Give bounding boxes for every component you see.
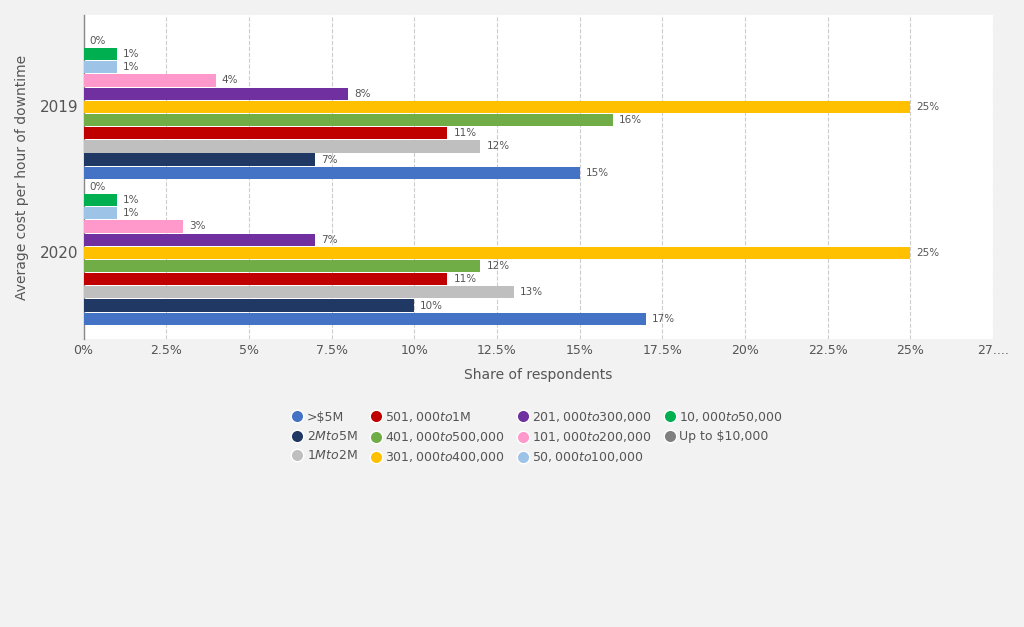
Text: 16%: 16% bbox=[618, 115, 642, 125]
Bar bbox=[84, 154, 315, 166]
Bar bbox=[84, 194, 117, 206]
Text: 1%: 1% bbox=[123, 49, 139, 59]
Text: 15%: 15% bbox=[586, 168, 608, 178]
Text: 1%: 1% bbox=[123, 208, 139, 218]
Bar bbox=[84, 273, 447, 285]
Bar bbox=[84, 75, 216, 87]
Bar bbox=[84, 313, 646, 325]
Text: 0%: 0% bbox=[89, 182, 105, 192]
Bar bbox=[84, 246, 910, 259]
Text: 17%: 17% bbox=[651, 314, 675, 324]
Bar bbox=[84, 101, 910, 113]
Text: 25%: 25% bbox=[916, 248, 939, 258]
Text: 13%: 13% bbox=[519, 287, 543, 297]
Text: 3%: 3% bbox=[188, 221, 205, 231]
Bar bbox=[84, 114, 612, 126]
Text: 10%: 10% bbox=[420, 300, 443, 310]
Text: 12%: 12% bbox=[486, 261, 510, 271]
Text: 1%: 1% bbox=[123, 62, 139, 72]
Bar bbox=[84, 127, 447, 139]
Bar bbox=[84, 140, 480, 152]
Text: 7%: 7% bbox=[322, 234, 338, 245]
Text: 8%: 8% bbox=[354, 88, 371, 98]
Text: 4%: 4% bbox=[222, 75, 239, 85]
Bar bbox=[84, 260, 480, 272]
Bar bbox=[84, 61, 117, 73]
Bar bbox=[84, 88, 348, 100]
Bar bbox=[84, 287, 513, 298]
Text: 11%: 11% bbox=[454, 128, 476, 138]
Text: 11%: 11% bbox=[454, 274, 476, 284]
Bar bbox=[84, 48, 117, 60]
Text: 25%: 25% bbox=[916, 102, 939, 112]
Bar bbox=[84, 167, 580, 179]
Bar bbox=[84, 220, 183, 233]
Bar bbox=[84, 207, 117, 219]
Bar bbox=[84, 300, 415, 312]
Text: 1%: 1% bbox=[123, 195, 139, 205]
Text: 0%: 0% bbox=[89, 36, 105, 46]
X-axis label: Share of respondents: Share of respondents bbox=[464, 368, 612, 382]
Bar bbox=[84, 233, 315, 246]
Text: 12%: 12% bbox=[486, 141, 510, 151]
Y-axis label: Average cost per hour of downtime: Average cost per hour of downtime bbox=[15, 55, 29, 300]
Text: 7%: 7% bbox=[322, 155, 338, 164]
Legend: >$5M, $2M to $5M, $1M to $2M, $501,000 to $1M, $401,000 to $500,000, $301,000 to: >$5M, $2M to $5M, $1M to $2M, $501,000 t… bbox=[288, 404, 788, 470]
